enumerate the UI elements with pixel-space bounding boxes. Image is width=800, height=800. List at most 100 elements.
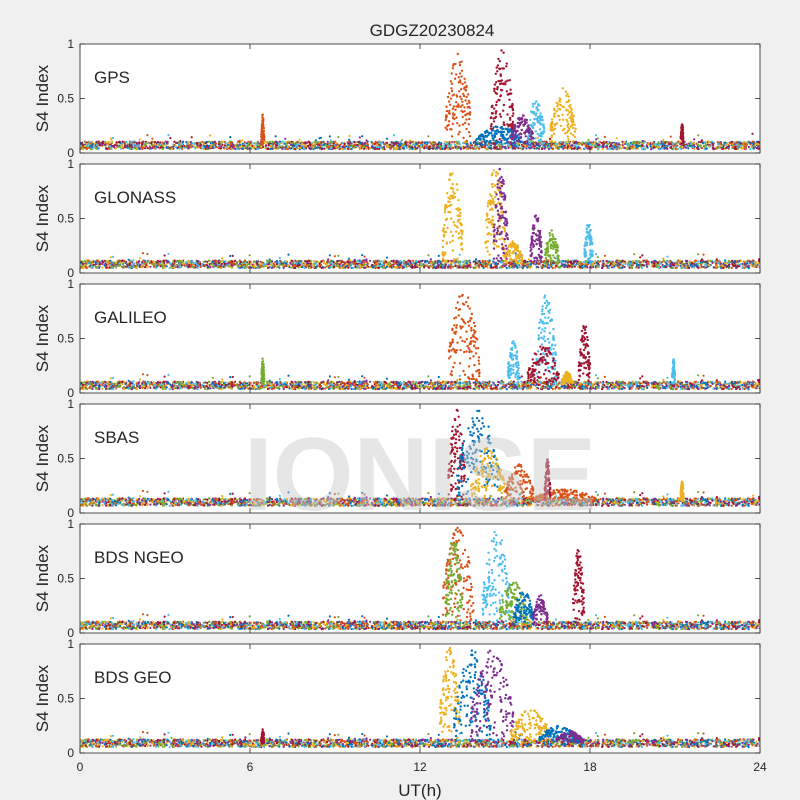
data-point — [466, 93, 470, 96]
data-point — [702, 253, 705, 256]
data-point — [359, 145, 362, 148]
data-point — [463, 81, 467, 84]
data-point — [223, 144, 226, 147]
data-point — [452, 105, 456, 108]
data-point — [525, 147, 528, 150]
data-point — [512, 141, 516, 145]
data-point — [596, 137, 599, 140]
data-point — [295, 260, 298, 263]
data-point — [462, 260, 465, 264]
data-point — [520, 118, 524, 121]
data-point — [530, 146, 533, 149]
data-point — [106, 143, 109, 146]
data-point — [194, 145, 197, 148]
data-point — [564, 90, 567, 94]
data-point — [571, 123, 574, 126]
data-point — [411, 146, 414, 149]
data-point — [719, 142, 722, 145]
data-point — [403, 259, 406, 262]
data-point — [629, 141, 632, 144]
data-point — [536, 132, 539, 136]
data-point — [432, 263, 435, 266]
data-point — [230, 141, 234, 144]
data-point — [260, 138, 263, 141]
data-point — [272, 143, 275, 146]
data-point — [636, 147, 639, 150]
data-point — [704, 266, 707, 269]
data-point — [574, 127, 577, 130]
data-point — [680, 132, 683, 135]
data-point — [573, 130, 577, 133]
data-point — [730, 140, 734, 143]
data-point — [458, 143, 461, 146]
data-point — [150, 142, 153, 145]
data-point — [485, 139, 488, 143]
data-point — [334, 140, 337, 143]
data-point — [671, 142, 675, 145]
data-point — [410, 263, 413, 266]
data-point — [672, 147, 675, 150]
data-point — [385, 141, 388, 144]
data-point — [593, 144, 596, 147]
data-point — [570, 116, 574, 119]
data-point — [380, 141, 383, 144]
data-point — [549, 124, 553, 128]
data-point — [462, 92, 465, 96]
data-point — [338, 147, 342, 150]
data-point — [660, 142, 663, 145]
data-point — [381, 263, 384, 266]
data-point — [298, 144, 301, 147]
data-point — [336, 145, 339, 148]
data-point — [152, 146, 155, 149]
data-point — [297, 266, 300, 269]
data-point — [681, 124, 684, 127]
data-point — [385, 261, 388, 264]
data-point — [281, 140, 284, 143]
data-point — [215, 146, 218, 149]
data-point — [230, 147, 233, 150]
data-point — [375, 143, 379, 146]
data-point — [586, 147, 589, 150]
data-point — [508, 92, 511, 95]
data-point — [520, 121, 523, 124]
data-point — [631, 142, 635, 145]
data-point — [110, 141, 113, 144]
data-point — [257, 141, 260, 144]
data-point — [468, 106, 471, 110]
data-point — [680, 129, 683, 132]
data-point — [542, 129, 546, 132]
data-point — [448, 103, 452, 107]
data-point — [650, 148, 653, 151]
data-point — [261, 119, 264, 122]
data-point — [469, 144, 472, 147]
data-point — [324, 144, 328, 147]
data-point — [746, 142, 749, 145]
data-point — [594, 134, 598, 137]
data-point — [452, 146, 455, 149]
data-point — [282, 148, 285, 151]
data-point — [278, 256, 281, 259]
data-point — [313, 144, 316, 147]
data-point — [247, 140, 250, 143]
data-point — [359, 142, 362, 145]
data-point — [716, 141, 719, 144]
data-point — [447, 111, 451, 115]
data-point — [538, 114, 542, 118]
data-point — [524, 261, 527, 264]
data-point — [638, 141, 641, 144]
data-point — [677, 140, 680, 143]
data-point — [363, 147, 366, 150]
data-point — [491, 134, 494, 138]
data-point — [115, 143, 118, 146]
data-point — [494, 91, 497, 95]
data-point — [220, 262, 224, 265]
data-point — [736, 145, 739, 148]
data-point — [533, 117, 536, 121]
data-point — [453, 140, 456, 144]
data-point — [554, 127, 557, 131]
data-point — [489, 124, 493, 128]
data-point — [284, 137, 287, 140]
data-point — [274, 135, 277, 138]
data-point — [261, 116, 264, 119]
data-point — [314, 147, 317, 150]
